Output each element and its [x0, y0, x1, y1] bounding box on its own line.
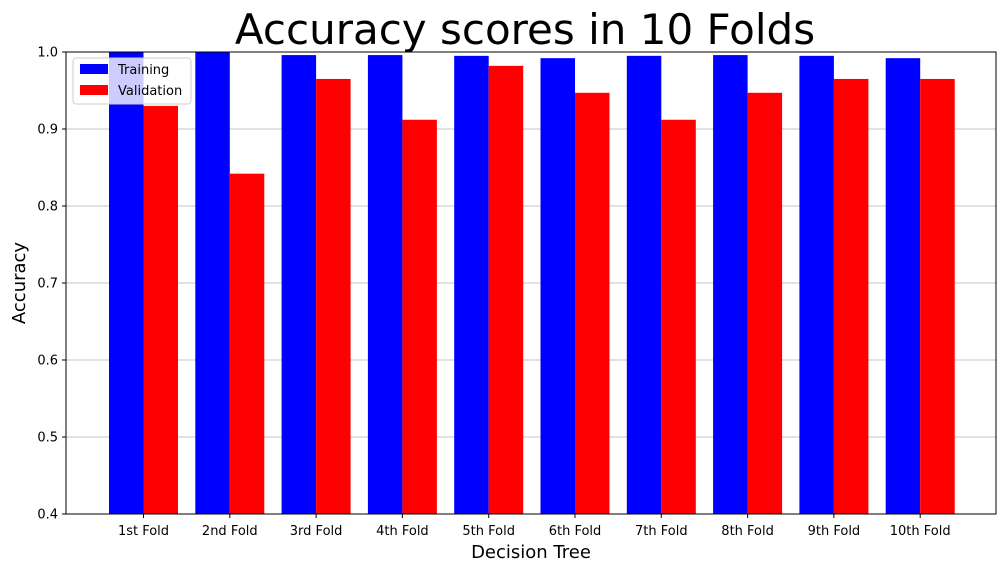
- y-tick-label: 0.6: [37, 354, 58, 369]
- bar-validation-8: [747, 92, 783, 514]
- x-tick-label: 2nd Fold: [202, 524, 258, 539]
- y-tick-label: 0.5: [37, 431, 58, 446]
- bar-training-6: [540, 58, 575, 514]
- bar-validation-5: [488, 65, 524, 515]
- bar-training-7: [626, 55, 662, 514]
- bar-training-9: [799, 55, 834, 514]
- x-tick-label: 1st Fold: [118, 524, 169, 539]
- x-axis-label: Decision Tree: [471, 542, 591, 563]
- bar-training-8: [713, 55, 748, 514]
- legend-swatch-validation: [80, 85, 108, 95]
- legend-swatch-training: [80, 64, 108, 74]
- bar-validation-9: [833, 78, 869, 514]
- chart-title: Accuracy scores in 10 Folds: [235, 5, 815, 54]
- bar-validation-10: [920, 78, 955, 514]
- x-tick-label: 9th Fold: [808, 524, 861, 539]
- x-tick-label: 4th Fold: [376, 524, 429, 539]
- bar-training-2: [195, 52, 230, 514]
- legend: Training Validation: [72, 57, 192, 105]
- y-tick-label: 1.0: [37, 46, 58, 61]
- bar-validation-1: [143, 105, 178, 515]
- x-tick-label: 8th Fold: [721, 524, 774, 539]
- y-tick-label: 0.9: [37, 123, 58, 138]
- bar-training-5: [454, 55, 489, 514]
- x-tick-label: 5th Fold: [462, 524, 515, 539]
- bar-validation-2: [229, 173, 265, 514]
- legend-label-training: Training: [117, 63, 169, 78]
- y-axis-label: Accuracy: [9, 242, 30, 325]
- bar-validation-3: [316, 78, 351, 514]
- y-tick-label: 0.7: [37, 277, 58, 292]
- x-tick-label: 3rd Fold: [290, 524, 343, 539]
- y-tick-label: 0.4: [37, 508, 58, 523]
- bar-training-10: [885, 58, 921, 514]
- legend-label-validation: Validation: [118, 84, 182, 99]
- bars: [109, 52, 955, 515]
- bar-training-3: [281, 55, 317, 514]
- y-axis-ticks: 0.4 0.5 0.6 0.7 0.8 0.9 1.0: [37, 46, 66, 523]
- x-tick-label: 7th Fold: [635, 524, 688, 539]
- bar-validation-6: [575, 92, 610, 514]
- bar-training-1: [109, 52, 144, 514]
- bar-training-4: [367, 55, 403, 514]
- x-tick-label: 6th Fold: [549, 524, 602, 539]
- bar-validation-4: [402, 119, 437, 514]
- y-tick-label: 0.8: [37, 200, 58, 215]
- x-tick-label: 10th Fold: [890, 524, 951, 539]
- bar-validation-7: [661, 119, 696, 514]
- x-axis-ticks: 1st Fold 2nd Fold 3rd Fold 4th Fold 5th Fold…: [118, 514, 951, 539]
